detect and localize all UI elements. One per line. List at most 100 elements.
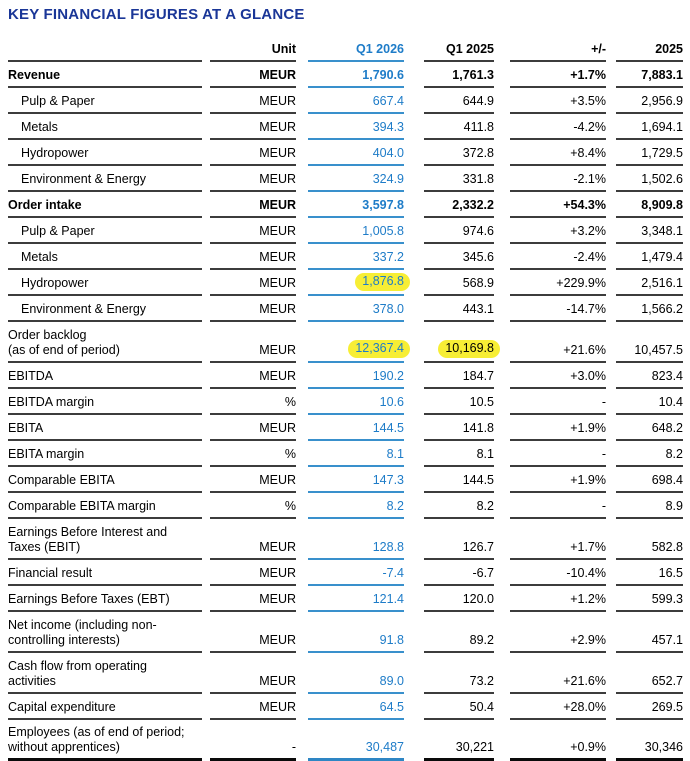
cell-change-value: +3.2% <box>570 224 606 239</box>
cell-change-value: +1.7% <box>570 68 606 83</box>
cell-fy-2025: 823.4 <box>616 369 683 389</box>
cell-q1-2025: -6.7 <box>424 566 494 586</box>
row-label-text: Environment & Energy <box>8 172 146 187</box>
cell-q1-2026: 128.8 <box>308 540 404 560</box>
label-line-1: Pulp & Paper <box>21 94 95 109</box>
cell-q1-2025-value: 144.5 <box>463 473 494 488</box>
cell-q1-2025-value: 443.1 <box>463 302 494 317</box>
label-line-1: Revenue <box>8 68 60 83</box>
cell-unit: % <box>210 499 296 519</box>
cell-change: +8.4% <box>510 146 606 166</box>
cell-q1-2026: 378.0 <box>308 302 404 322</box>
cell-change: +28.0% <box>510 700 606 720</box>
cell-change-value: +0.9% <box>570 740 606 755</box>
cell-change: - <box>510 395 606 415</box>
cell-q1-2026: 91.8 <box>308 633 404 653</box>
cell-q1-2025: 8.2 <box>424 499 494 519</box>
cell-q1-2025-value: 184.7 <box>463 369 494 384</box>
page-title: KEY FINANCIAL FIGURES AT A GLANCE <box>8 6 683 23</box>
label-line-1: Metals <box>21 250 58 265</box>
label-line-1: Hydropower <box>21 276 88 291</box>
cell-change: +229.9% <box>510 276 606 296</box>
cell-q1-2025: 644.9 <box>424 94 494 114</box>
label-line-2: (as of end of period) <box>8 343 120 358</box>
cell-q1-2026-value: 378.0 <box>373 302 404 317</box>
cell-q1-2026-value: 128.8 <box>373 540 404 555</box>
cell-q1-2026: 8.1 <box>308 447 404 467</box>
label-line-1: Environment & Energy <box>21 302 146 317</box>
cell-fy-2025: 8,909.8 <box>616 198 683 218</box>
cell-q1-2025: 89.2 <box>424 633 494 653</box>
cell-q1-2025: 30,221 <box>424 740 494 761</box>
cell-q1-2025: 372.8 <box>424 146 494 166</box>
cell-fy-2025: 582.8 <box>616 540 683 560</box>
cell-unit: MEUR <box>210 276 296 296</box>
cell-fy-2025: 648.2 <box>616 421 683 441</box>
row-label: EBITA margin <box>8 447 202 467</box>
cell-q1-2026: 190.2 <box>308 369 404 389</box>
cell-fy-2025-value: 8.9 <box>666 499 683 514</box>
cell-fy-2025-value: 1,502.6 <box>641 172 683 187</box>
row-label-text: Metals <box>8 120 58 135</box>
row-label-text: Net income (including non-controlling in… <box>8 618 157 649</box>
row-label: EBITDA <box>8 369 202 389</box>
cell-unit-value: % <box>285 395 296 410</box>
cell-q1-2025: 974.6 <box>424 224 494 244</box>
cell-q1-2026-value: 64.5 <box>380 700 404 715</box>
cell-q1-2025-value: 120.0 <box>463 592 494 607</box>
cell-unit: - <box>210 740 296 761</box>
cell-fy-2025-value: 1,694.1 <box>641 120 683 135</box>
cell-q1-2026-value: 121.4 <box>373 592 404 607</box>
cell-unit: MEUR <box>210 566 296 586</box>
cell-q1-2026-value: 89.0 <box>380 674 404 689</box>
header-fy-2025: 2025 <box>616 42 683 62</box>
cell-q1-2026: 1,876.8 <box>308 274 404 296</box>
cell-unit: MEUR <box>210 343 296 363</box>
cell-fy-2025-value: 823.4 <box>652 369 683 384</box>
cell-q1-2025: 10.5 <box>424 395 494 415</box>
cell-fy-2025: 10,457.5 <box>616 343 683 363</box>
cell-q1-2026: 404.0 <box>308 146 404 166</box>
cell-fy-2025: 1,502.6 <box>616 172 683 192</box>
cell-change: +3.0% <box>510 369 606 389</box>
cell-q1-2025-value: 331.8 <box>463 172 494 187</box>
cell-unit-value: % <box>285 447 296 462</box>
cell-unit: MEUR <box>210 94 296 114</box>
cell-q1-2025-value: 568.9 <box>463 276 494 291</box>
cell-q1-2025: 144.5 <box>424 473 494 493</box>
cell-q1-2026: -7.4 <box>308 566 404 586</box>
cell-unit: MEUR <box>210 172 296 192</box>
label-line-1: EBITDA <box>8 369 53 384</box>
cell-change-value: - <box>602 499 606 514</box>
cell-q1-2026: 667.4 <box>308 94 404 114</box>
cell-change-value: +1.9% <box>570 421 606 436</box>
cell-unit-value: MEUR <box>259 540 296 555</box>
row-label: Metals <box>8 120 202 140</box>
cell-q1-2025-value: 50.4 <box>470 700 494 715</box>
cell-q1-2025-value: 126.7 <box>463 540 494 555</box>
cell-change-value: -2.4% <box>573 250 606 265</box>
cell-unit-value: MEUR <box>259 302 296 317</box>
header-q1-2025: Q1 2025 <box>424 42 494 62</box>
cell-change-value: +8.4% <box>570 146 606 161</box>
cell-change: -4.2% <box>510 120 606 140</box>
cell-unit: MEUR <box>210 224 296 244</box>
cell-q1-2025-value: 89.2 <box>470 633 494 648</box>
cell-q1-2026: 121.4 <box>308 592 404 612</box>
cell-fy-2025: 1,479.4 <box>616 250 683 270</box>
label-line-1: Pulp & Paper <box>21 224 95 239</box>
cell-fy-2025: 3,348.1 <box>616 224 683 244</box>
cell-q1-2026: 147.3 <box>308 473 404 493</box>
cell-q1-2026-value: 337.2 <box>373 250 404 265</box>
cell-q1-2025: 331.8 <box>424 172 494 192</box>
cell-q1-2026: 30,487 <box>308 740 404 761</box>
cell-q1-2025: 411.8 <box>424 120 494 140</box>
row-label-text: Comparable EBITA margin <box>8 499 156 514</box>
